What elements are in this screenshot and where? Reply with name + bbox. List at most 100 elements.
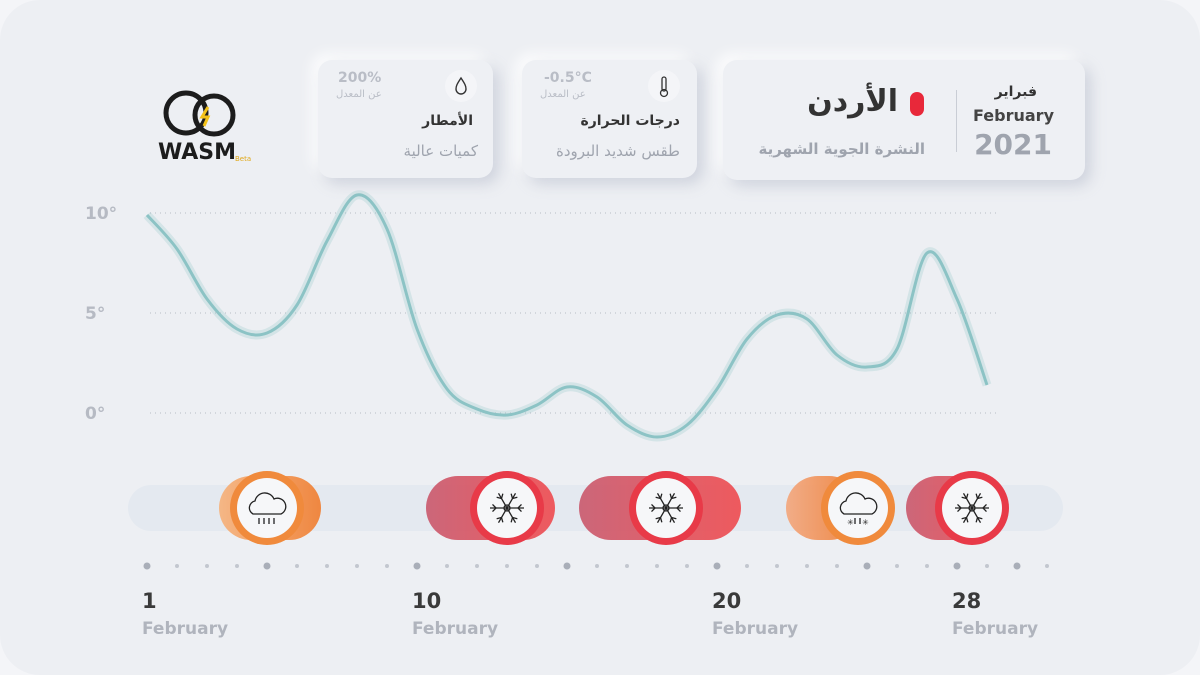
- axis-dot: [895, 564, 899, 568]
- x-tick-month: February: [142, 619, 228, 639]
- x-tick-label: 10: [412, 589, 441, 613]
- flake-barb: [496, 516, 502, 520]
- axis-dot: [745, 564, 749, 568]
- cloud: [839, 492, 878, 515]
- flake-barb: [961, 496, 967, 500]
- card-title: الأمطار: [422, 113, 473, 129]
- axis-dot: [505, 564, 509, 568]
- card-value: -0.5°C: [544, 70, 592, 86]
- x-tick-month: February: [712, 619, 798, 639]
- flake-barb: [965, 517, 969, 523]
- flake-barb: [982, 507, 987, 513]
- card-title: درجات الحرارة: [580, 113, 680, 129]
- axis-dot: [563, 562, 571, 570]
- flake-core: [968, 504, 976, 512]
- axis-dot: [655, 564, 659, 568]
- flake-barb: [510, 517, 514, 523]
- flake-barb: [500, 493, 504, 499]
- axis-dot: [985, 564, 989, 568]
- flake-barb: [961, 516, 967, 520]
- cloud: [248, 492, 287, 515]
- flake-barb: [669, 517, 673, 523]
- axis-dot: [863, 562, 871, 570]
- temperature-line: [145, 193, 989, 439]
- x-tick-month: February: [412, 619, 498, 639]
- flake-barb: [975, 517, 979, 523]
- flake-barb: [517, 507, 522, 513]
- flake-barb: [977, 516, 983, 520]
- flake-barb: [517, 503, 522, 509]
- axis-dot: [925, 564, 929, 568]
- card-desc: طقس شديد البرودة: [556, 142, 680, 160]
- axis-dot: [805, 564, 809, 568]
- axis-dot: [535, 564, 539, 568]
- flake-barb: [655, 516, 661, 520]
- axis-dot: [625, 564, 629, 568]
- axis-dot: [143, 562, 151, 570]
- flake-barb: [651, 507, 656, 513]
- axis-dot: [835, 564, 839, 568]
- country: الأردن: [807, 84, 898, 119]
- axis-dot: [205, 564, 209, 568]
- flake-barb: [651, 503, 656, 509]
- flake-barb: [965, 493, 969, 499]
- axis-dot: [385, 564, 389, 568]
- flake-barb: [512, 516, 518, 520]
- flake-barb: [659, 493, 663, 499]
- axis-dot: [1013, 562, 1021, 570]
- weather-icon: ✳ ✳: [839, 492, 878, 527]
- header-card: [723, 60, 1085, 180]
- logo-icon: [163, 90, 236, 137]
- axis-dot: [295, 564, 299, 568]
- flake-barb: [659, 517, 663, 523]
- y-tick-label: 0°: [85, 404, 105, 424]
- axis-dot: [355, 564, 359, 568]
- flake-mini: ✳: [847, 518, 854, 527]
- weather-icon: [649, 492, 683, 524]
- flake-barb: [671, 496, 677, 500]
- weather-icon: [248, 492, 287, 524]
- axis-dot: [235, 564, 239, 568]
- x-tick-month: February: [952, 619, 1038, 639]
- flake-barb: [977, 496, 983, 500]
- flake-barb: [492, 503, 497, 509]
- axis-dot: [263, 562, 271, 570]
- flake-barb: [655, 496, 661, 500]
- flake-core: [503, 504, 511, 512]
- card-note: عن المعدل: [540, 89, 586, 100]
- month-en: February: [973, 106, 1054, 125]
- axis-dot: [445, 564, 449, 568]
- flake-mini: ✳: [862, 518, 869, 527]
- axis-dot: [1045, 564, 1049, 568]
- card-note: عن المعدل: [336, 89, 382, 100]
- x-tick-label: 1: [142, 589, 157, 613]
- event-icon-bg: [828, 478, 888, 538]
- flake-barb: [669, 493, 673, 499]
- flag-pill: [910, 92, 924, 116]
- flake-barb: [496, 496, 502, 500]
- weather-icon: [955, 492, 989, 524]
- flake-barb: [982, 503, 987, 509]
- subtitle: النشرة الجوية الشهرية: [758, 140, 925, 158]
- x-tick-label: 20: [712, 589, 741, 613]
- axis-dot: [325, 564, 329, 568]
- flake-barb: [500, 517, 504, 523]
- logo-name: WASM: [158, 140, 237, 165]
- line-glow: [143, 190, 992, 442]
- axis-dot: [685, 564, 689, 568]
- divider: [956, 90, 957, 152]
- y-tick-label: 5°: [85, 304, 105, 324]
- event-icon-bg: [237, 478, 297, 538]
- axis-dot: [775, 564, 779, 568]
- flake-barb: [492, 507, 497, 513]
- flake-barb: [512, 496, 518, 500]
- flake-barb: [975, 493, 979, 499]
- flake-barb: [676, 507, 681, 513]
- month-ar: فبراير: [994, 84, 1037, 100]
- year: 2021: [974, 128, 1052, 161]
- flake-barb: [957, 507, 962, 513]
- x-tick-label: 28: [952, 589, 981, 613]
- thermometer-icon: [648, 70, 680, 102]
